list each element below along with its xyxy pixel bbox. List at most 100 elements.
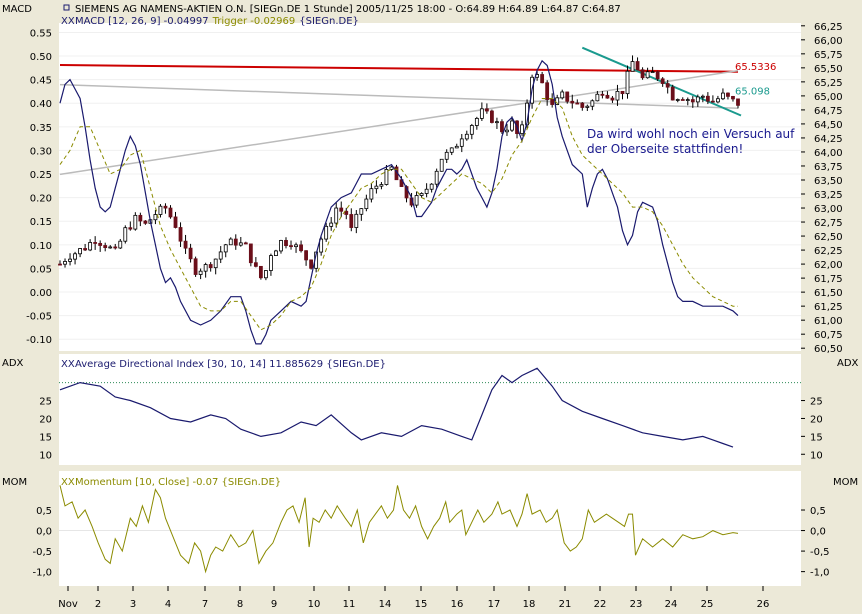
candle-body xyxy=(726,92,730,97)
x-tick-label: 16 xyxy=(451,599,464,610)
candle-body xyxy=(304,250,308,261)
left-tick-label: 0,0 xyxy=(36,527,52,538)
candle-body xyxy=(600,93,605,96)
left-tick-label: 0.25 xyxy=(30,170,52,181)
candle-body xyxy=(274,250,278,257)
x-tick-label: 21 xyxy=(559,599,572,610)
candle-body xyxy=(505,129,509,133)
candle-body xyxy=(178,227,183,242)
candle-body xyxy=(213,258,218,269)
candle-body xyxy=(635,61,640,71)
candle-body xyxy=(103,245,108,249)
candle-body xyxy=(615,90,620,101)
candle-body xyxy=(444,151,449,160)
x-tick-label: 8 xyxy=(237,599,243,610)
candle-body xyxy=(459,138,464,147)
candle-body xyxy=(258,265,263,279)
x-tick-label: 18 xyxy=(523,599,536,610)
candle-body xyxy=(424,188,429,194)
right-tick-label: 62,75 xyxy=(814,218,843,229)
candle-body xyxy=(264,270,268,279)
candle-body xyxy=(294,244,298,248)
candle-body xyxy=(183,240,188,249)
annotation: Da wird wohl noch ein Versuch auf der Ob… xyxy=(587,127,795,156)
right-tick-label: -1,0 xyxy=(810,568,830,579)
x-tick-label: 17 xyxy=(488,599,501,610)
right-tick-label: 0,5 xyxy=(810,506,826,517)
x-tick-label: 4 xyxy=(165,599,171,610)
candle-body xyxy=(670,86,675,101)
plot-area-mom[interactable] xyxy=(59,471,801,586)
macd-line xyxy=(59,59,739,345)
candle-body xyxy=(309,259,314,269)
candle-body xyxy=(630,61,635,72)
right-tick-label: 10 xyxy=(810,450,823,461)
x-tick-label: Nov xyxy=(58,599,78,610)
candle-body xyxy=(83,248,88,251)
candle-body xyxy=(299,244,303,252)
gray-support xyxy=(59,69,739,176)
left-tick-label: 0.20 xyxy=(30,194,52,205)
x-tick-label: 11 xyxy=(343,599,356,610)
candle-body xyxy=(173,216,178,228)
right-tick-label: 62,50 xyxy=(814,232,843,243)
x-tick-label: 7 xyxy=(202,599,208,610)
x-tick-label: 14 xyxy=(379,599,392,610)
candle-body xyxy=(389,166,394,170)
candle-body xyxy=(168,207,173,218)
left-tick-label: 20 xyxy=(39,414,52,425)
candle-body xyxy=(721,92,725,100)
candle-body xyxy=(575,102,580,105)
candle-body xyxy=(545,82,550,100)
candle-body xyxy=(138,214,143,222)
x-tick-label: 3 xyxy=(130,599,136,610)
left-tick-label: 0.50 xyxy=(30,52,52,63)
right-label-mom: MOM xyxy=(833,477,858,488)
candle-body xyxy=(108,246,113,249)
right-tick-label: 65,25 xyxy=(814,78,843,89)
candle-body xyxy=(228,238,233,246)
left-tick-label: 0.00 xyxy=(30,288,52,299)
candle-body xyxy=(540,74,545,84)
candle-body xyxy=(710,100,715,103)
candle-body xyxy=(479,108,484,119)
candle-body xyxy=(464,133,469,140)
x-tick-label: 26 xyxy=(757,599,770,610)
left-tick-label: 0.15 xyxy=(30,217,52,228)
right-tick-label: 25 xyxy=(810,397,823,408)
right-tick-label: 63,00 xyxy=(814,204,843,215)
x-tick-label: 22 xyxy=(594,599,607,610)
candle-body xyxy=(289,245,293,248)
xx-icon: XX xyxy=(61,359,75,370)
candle-body xyxy=(650,71,655,74)
candle-body xyxy=(88,242,93,251)
right-tick-label: 0,0 xyxy=(810,527,826,538)
x-tick-label: 2 xyxy=(95,599,101,610)
panel-adx: 25 20 15 10 25 20 15 10 ADX ADX XX Average Dir… xyxy=(2,354,859,465)
candle-body xyxy=(610,97,615,101)
right-tick-label: 61,25 xyxy=(814,302,843,313)
title-macd: MACD [12, 26, 9] -0.04997 xyxy=(75,16,209,27)
candle-body xyxy=(198,270,203,275)
candle-body xyxy=(359,208,364,215)
candle-body xyxy=(595,93,600,102)
candle-body xyxy=(238,242,243,246)
candle-body xyxy=(68,258,72,262)
left-ticks-mom: 0,5 0,0 -0,5 -1,0 xyxy=(32,506,52,579)
candle-body xyxy=(269,255,273,271)
right-tick-label: 20 xyxy=(810,414,823,425)
candle-body xyxy=(731,95,735,100)
mom-series xyxy=(59,485,739,574)
left-label-price: MACD xyxy=(2,4,32,15)
plot-area-adx[interactable] xyxy=(59,354,801,465)
candle-body xyxy=(143,220,148,224)
x-tick-label: 10 xyxy=(308,599,321,610)
candle-body xyxy=(484,108,489,112)
right-tick-label: 64,00 xyxy=(814,148,843,159)
right-tick-label: 62,00 xyxy=(814,260,843,271)
candle-body xyxy=(736,98,740,106)
candle-body xyxy=(113,246,118,249)
candle-body xyxy=(705,95,710,102)
candle-body xyxy=(590,100,595,107)
candle-body xyxy=(469,125,474,135)
